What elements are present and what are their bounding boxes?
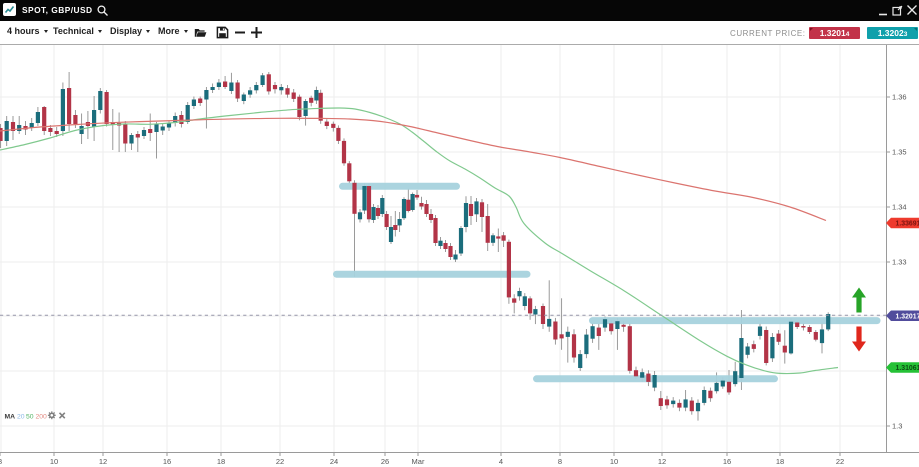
svg-text:22: 22: [276, 457, 284, 466]
svg-text:1.33691: 1.33691: [896, 221, 919, 228]
svg-text:16: 16: [723, 457, 731, 466]
svg-text:26: 26: [381, 457, 389, 466]
svg-text:4: 4: [499, 457, 503, 466]
svg-text:24: 24: [330, 457, 338, 466]
svg-text:MA: MA: [5, 413, 16, 420]
svg-text:18: 18: [217, 457, 225, 466]
svg-text:22: 22: [836, 457, 844, 466]
svg-text:1.34: 1.34: [892, 203, 907, 212]
svg-text:1.33: 1.33: [892, 258, 907, 267]
svg-text:1.32017: 1.32017: [896, 313, 919, 320]
svg-text:10: 10: [50, 457, 58, 466]
svg-text:12: 12: [99, 457, 107, 466]
svg-text:8: 8: [0, 457, 2, 466]
svg-text:1.36: 1.36: [892, 93, 907, 102]
svg-text:1.31061: 1.31061: [896, 365, 919, 372]
svg-text:16: 16: [163, 457, 171, 466]
svg-text:18: 18: [776, 457, 784, 466]
svg-text:Mar: Mar: [412, 457, 425, 466]
svg-text:200: 200: [36, 413, 48, 420]
svg-text:20: 20: [17, 413, 25, 420]
svg-text:1.35: 1.35: [892, 148, 907, 157]
svg-text:10: 10: [610, 457, 618, 466]
svg-text:1.3: 1.3: [892, 422, 902, 431]
svg-text:8: 8: [558, 457, 562, 466]
svg-text:12: 12: [658, 457, 666, 466]
svg-text:50: 50: [26, 413, 34, 420]
